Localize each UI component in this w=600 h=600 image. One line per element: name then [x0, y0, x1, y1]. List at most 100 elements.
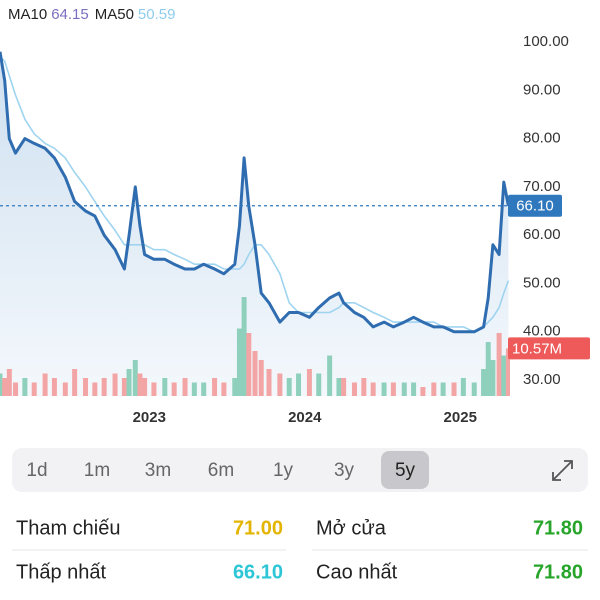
last-volume-box [508, 337, 590, 360]
volume-bar [390, 382, 396, 396]
volume-bar [505, 348, 510, 396]
price-area [0, 51, 509, 396]
volume-bar [162, 378, 168, 396]
volume-bar [62, 382, 68, 396]
volume-bar [460, 378, 466, 396]
volume-bar [171, 382, 177, 396]
volume-bar [236, 328, 242, 396]
volume-bar [370, 382, 376, 396]
period-button[interactable]: 1y [273, 460, 294, 481]
volume-bar [306, 369, 312, 396]
volume-bar [72, 369, 78, 396]
volume-bar [411, 382, 417, 396]
volume-bar [83, 378, 89, 396]
period-button[interactable]: 3m [145, 460, 171, 481]
volume-bar [92, 382, 98, 396]
volume-bar [440, 382, 446, 396]
volume-bar [132, 360, 138, 396]
volume-bar [327, 355, 333, 396]
volume-bar [341, 378, 347, 396]
stat-label: Cao nhất [316, 561, 398, 583]
volume-bar [182, 378, 188, 396]
x-tick-label: 2025 [444, 409, 477, 426]
indicator-name: MA50 [95, 6, 134, 23]
period-button[interactable]: 3y [334, 460, 355, 481]
period-button-active[interactable]: 5y [395, 460, 416, 481]
y-tick-label: 50.00 [523, 274, 561, 291]
volume-bar [2, 378, 8, 396]
volume-bar [352, 382, 358, 396]
volume-bar [401, 382, 407, 396]
x-tick-label: 2024 [288, 409, 322, 426]
last-price-label: 66.10 [516, 198, 554, 215]
indicator-value: 50.59 [138, 6, 176, 23]
volume-bar [241, 297, 247, 396]
volume-bar [112, 373, 118, 396]
period-bar [12, 448, 588, 492]
volume-bar [201, 382, 207, 396]
y-tick-label: 30.00 [523, 371, 561, 388]
period-selected-bg [381, 451, 429, 489]
y-tick-label: 40.00 [523, 323, 561, 340]
volume-bar [51, 378, 57, 396]
last-price-box [508, 194, 562, 217]
expand-icon[interactable] [552, 460, 573, 481]
volume-bar [246, 333, 252, 396]
volume-bar [277, 373, 283, 396]
volume-bar [13, 382, 19, 396]
volume-bar [316, 373, 322, 396]
volume-bar [420, 387, 426, 396]
ma-line [0, 55, 510, 333]
indicator-name: MA10 [8, 6, 47, 23]
plot [0, 51, 510, 396]
volume-bar [6, 369, 12, 396]
volume-bar [451, 382, 457, 396]
volume-bar [361, 378, 367, 396]
stat-label: Thấp nhất [16, 561, 107, 583]
last-volume-label: 10.57M [512, 340, 562, 357]
period-button[interactable]: 6m [208, 460, 234, 481]
stat-value: 66.10 [233, 561, 283, 583]
volume-bar [232, 378, 238, 396]
volume-bar [42, 373, 48, 396]
period-button[interactable]: 1m [84, 460, 110, 481]
volume-bar [252, 351, 258, 396]
volume-bar [22, 378, 28, 396]
indicator-legend: MA10 64.15 MA50 50.59 [8, 6, 175, 23]
volume-bar [490, 360, 496, 396]
volume-bar [496, 333, 502, 396]
volume-bar [501, 355, 507, 396]
volume-bar [471, 382, 477, 396]
stat-label: Tham chiếu [16, 517, 121, 539]
volume-bar [101, 378, 107, 396]
y-tick-label: 100.00 [523, 33, 569, 50]
volume-bar [221, 382, 227, 396]
volume-bar [481, 369, 487, 396]
volume-bar [137, 373, 143, 396]
indicator-value: 64.15 [51, 6, 89, 23]
volume-bar [142, 378, 148, 396]
volume-bar [0, 373, 3, 396]
volume-bar [258, 360, 264, 396]
period-button[interactable]: 1d [26, 460, 47, 481]
stat-value: 71.80 [533, 517, 583, 539]
volume-bar [431, 382, 437, 396]
stat-label: Mở cửa [316, 517, 387, 539]
volume-bar [151, 382, 157, 396]
stat-value: 71.80 [533, 561, 583, 583]
y-tick-label: 60.00 [523, 226, 561, 243]
stat-value: 71.00 [233, 517, 283, 539]
volume-bar [212, 378, 218, 396]
volume-bar [191, 382, 197, 396]
volume-bar [266, 369, 272, 396]
volume-bar [381, 382, 387, 396]
volume-bar [126, 369, 132, 396]
x-tick-label: 2023 [133, 409, 166, 426]
volume-bar [31, 382, 37, 396]
y-tick-label: 90.00 [523, 81, 561, 98]
volume-bar [296, 373, 302, 396]
volume-bar [485, 342, 491, 396]
volume-bar [121, 378, 127, 396]
volume-bar [336, 378, 342, 396]
